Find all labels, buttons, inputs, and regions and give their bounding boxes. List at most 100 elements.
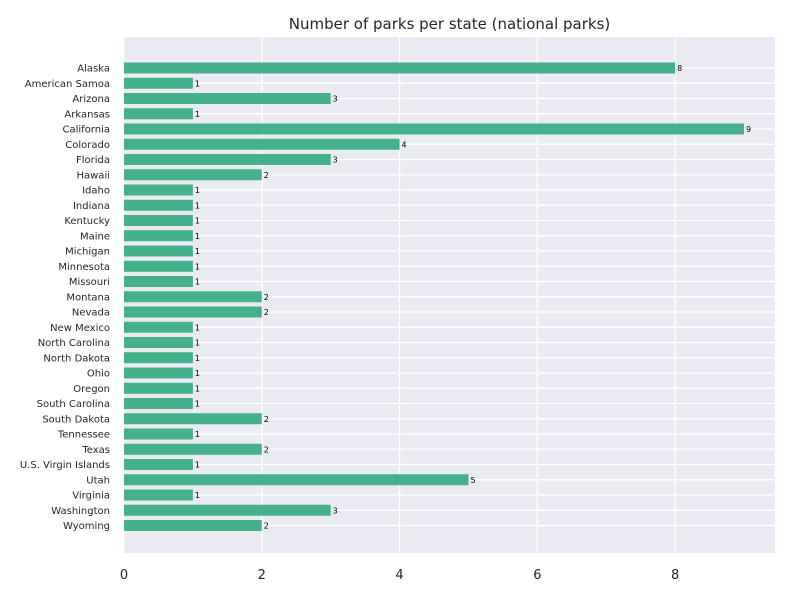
bar-value-label: 1 — [195, 354, 200, 363]
bar-montana — [124, 291, 262, 303]
bar-ohio — [124, 367, 193, 379]
bar-wyoming — [124, 520, 262, 531]
y-tick-label: Kentucky — [64, 216, 110, 227]
bar-new-mexico — [124, 321, 193, 333]
bar-alaska — [124, 62, 676, 74]
bar-washington — [124, 504, 331, 516]
y-tick-label: Maine — [80, 231, 110, 242]
y-tick-label: New Mexico — [50, 323, 110, 334]
y-tick-label: North Dakota — [43, 353, 110, 364]
y-tick-label: Texas — [81, 445, 110, 456]
bar-missouri — [124, 276, 193, 287]
bar-value-label: 1 — [195, 201, 200, 210]
bar-kentucky — [124, 215, 193, 226]
bar-value-label: 1 — [195, 232, 200, 241]
x-tick-label: 4 — [395, 568, 403, 583]
bar-value-label: 2 — [264, 171, 269, 180]
bar-value-label: 2 — [264, 522, 269, 531]
y-tick-label: U.S. Virgin Islands — [20, 460, 110, 471]
y-tick-label: Arkansas — [64, 109, 110, 120]
y-tick-label: Alaska — [77, 64, 110, 75]
bar-value-label: 1 — [195, 339, 200, 348]
bar-value-label: 1 — [195, 384, 200, 393]
x-tick-label: 2 — [258, 568, 266, 583]
bar-american-samoa — [124, 77, 193, 89]
bar-oregon — [124, 382, 193, 394]
y-tick-label: North Carolina — [38, 338, 110, 349]
bar-arizona — [124, 93, 331, 104]
bar-value-label: 1 — [195, 110, 200, 119]
bar-michigan — [124, 245, 193, 257]
bar-value-label: 3 — [333, 156, 338, 165]
bar-value-label: 1 — [195, 186, 200, 195]
bar-indiana — [124, 199, 193, 211]
y-tick-label: Wyoming — [63, 521, 110, 532]
y-tick-label: Missouri — [69, 277, 110, 288]
bar-value-label: 9 — [746, 125, 751, 134]
x-tick-label: 8 — [671, 568, 679, 583]
bar-value-label: 1 — [195, 79, 200, 88]
y-tick-label: Virginia — [72, 491, 110, 502]
bar-value-label: 1 — [195, 461, 200, 470]
y-tick-label: South Carolina — [37, 399, 110, 410]
y-tick-label: Indiana — [73, 201, 110, 212]
bar-hawaii — [124, 169, 262, 181]
bar-value-label: 1 — [195, 247, 200, 256]
bar-value-label: 2 — [264, 308, 269, 317]
bar-idaho — [124, 184, 193, 196]
y-tick-label: Idaho — [82, 186, 110, 197]
bar-value-label: 1 — [195, 369, 200, 378]
bar-value-label: 2 — [264, 415, 269, 424]
bar-north-dakota — [124, 352, 193, 364]
bar-utah — [124, 474, 469, 486]
bar-value-label: 4 — [402, 140, 407, 149]
y-tick-label: Nevada — [72, 308, 110, 319]
x-tick-label: 0 — [120, 568, 128, 583]
y-tick-label: Florida — [76, 155, 110, 166]
bar-value-label: 5 — [470, 476, 475, 485]
bar-value-label: 1 — [195, 262, 200, 271]
y-tick-label: American Samoa — [25, 79, 110, 90]
y-tick-label: Tennessee — [57, 430, 110, 441]
bar-value-label: 8 — [677, 64, 682, 73]
y-axis-tick-labels: Alaska American Samoa Arizona Arkansas Calif… — [20, 64, 110, 533]
bar-maine — [124, 230, 193, 242]
x-axis-tick-labels: 0 2 4 6 8 — [120, 568, 679, 583]
bar-value-label: 3 — [333, 506, 338, 515]
bar-value-label: 2 — [264, 445, 269, 454]
bar-nevada — [124, 306, 262, 318]
y-tick-label: Oregon — [73, 384, 110, 395]
bar-virginia — [124, 489, 193, 501]
bar-arkansas — [124, 108, 193, 120]
bar-colorado — [124, 138, 400, 150]
y-tick-label: Ohio — [87, 369, 110, 380]
bars: 8 1 3 1 9 4 3 2 1 1 1 1 1 1 1 2 2 1 1 1 1 1 1 2 1 2 1 5 1 3 2 — [124, 62, 751, 531]
y-tick-label: Minnesota — [58, 262, 110, 273]
bar-value-label: 3 — [333, 95, 338, 104]
bar-florida — [124, 154, 331, 165]
bar-south-carolina — [124, 398, 193, 409]
bar-value-label: 1 — [195, 400, 200, 409]
y-tick-label: Washington — [51, 506, 110, 517]
bar-value-label: 1 — [195, 491, 200, 500]
y-tick-label: Hawaii — [76, 170, 110, 181]
y-tick-label: Montana — [66, 292, 110, 303]
bar-value-label: 1 — [195, 430, 200, 439]
y-tick-label: Arizona — [72, 94, 110, 105]
bar-north-carolina — [124, 337, 193, 348]
bar-value-label: 2 — [264, 293, 269, 302]
y-tick-label: California — [63, 125, 111, 136]
bar-u-s-virgin-islands — [124, 459, 193, 470]
bar-value-label: 1 — [195, 323, 200, 332]
bar-south-dakota — [124, 413, 262, 425]
bar-value-label: 1 — [195, 278, 200, 287]
y-tick-label: Utah — [86, 475, 110, 486]
chart-title: Number of parks per state (national park… — [289, 15, 611, 33]
bar-texas — [124, 443, 262, 455]
bar-tennessee — [124, 428, 193, 440]
bar-minnesota — [124, 260, 193, 272]
bar-value-label: 1 — [195, 217, 200, 226]
y-tick-label: Colorado — [65, 140, 110, 151]
bar-california — [124, 123, 744, 135]
